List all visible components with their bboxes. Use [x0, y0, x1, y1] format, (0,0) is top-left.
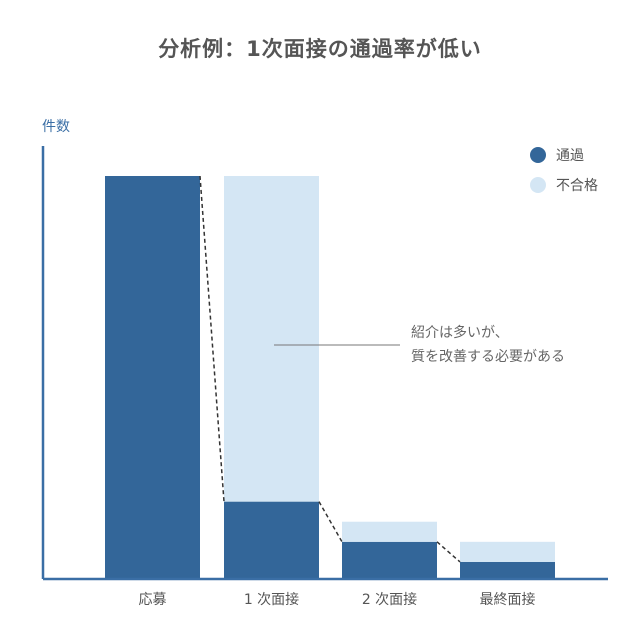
bar-fail-3	[460, 541, 555, 562]
legend-swatch-1	[530, 177, 546, 193]
annotation-text-1: 質を改善する必要がある	[411, 349, 565, 365]
legend-label-1: 不合格	[556, 178, 598, 194]
bar-pass-0	[105, 176, 200, 578]
y-axis-label: 件数	[42, 119, 70, 135]
bar-fail-2	[342, 521, 437, 542]
chart-title: 分析例：1次面接の通過率が低い	[158, 37, 482, 61]
funnel-connectors	[199, 175, 461, 563]
bars-group	[105, 176, 555, 578]
connector-0	[199, 175, 225, 502]
x-tick-label-2: 2 次面接	[362, 591, 417, 608]
category-labels: 応募 1 次面接 2 次面接 最終面接	[139, 591, 536, 608]
annotation: 紹介は多いが、質を改善する必要がある	[274, 324, 565, 365]
x-tick-label-0: 応募	[139, 592, 167, 608]
connector-1	[318, 501, 343, 543]
bar-pass-1	[224, 501, 319, 578]
x-tick-label-3: 最終面接	[480, 591, 536, 608]
x-tick-label-1: 1 次面接	[244, 591, 299, 608]
bar-pass-3	[460, 561, 555, 578]
connector-2	[436, 541, 461, 563]
bar-pass-2	[342, 541, 437, 578]
axes	[41, 146, 608, 581]
legend-swatch-0	[530, 147, 546, 163]
bar-fail-1	[224, 176, 319, 502]
legend-label-0: 通過	[556, 148, 584, 164]
annotation-text-0: 紹介は多いが、	[411, 324, 509, 341]
